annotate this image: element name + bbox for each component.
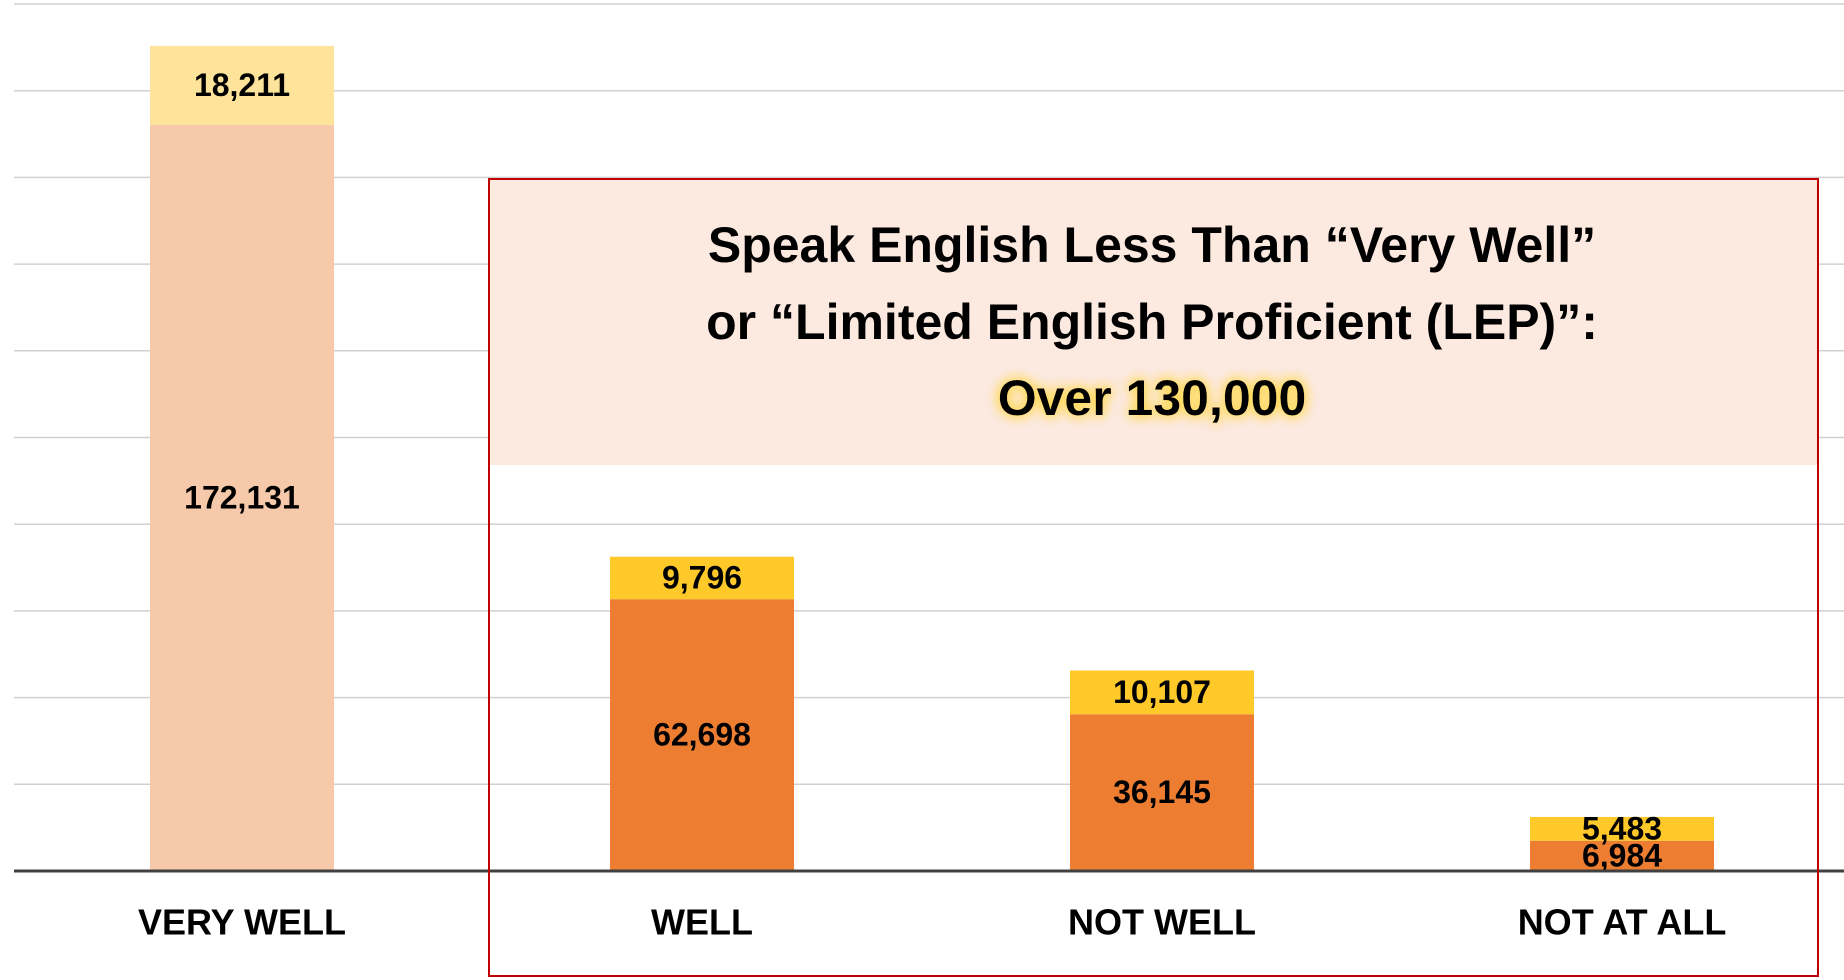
- bar-segment: [1070, 670, 1254, 715]
- data-label: 10,107: [1113, 674, 1211, 710]
- data-label: 62,698: [653, 717, 751, 753]
- bar-segment: [610, 556, 794, 600]
- data-label: 9,796: [662, 559, 742, 595]
- x-tick-label: VERY WELL: [138, 902, 346, 943]
- bar-segment: [1530, 816, 1714, 841]
- annotation-frame: [488, 178, 1819, 977]
- data-label: 18,211: [194, 67, 290, 103]
- bar-segment: [150, 45, 334, 125]
- data-label: 5,483: [1582, 810, 1662, 846]
- bar-segment: [150, 124, 334, 871]
- data-label: 6,984: [1582, 837, 1662, 873]
- x-tick-label: NOT WELL: [1068, 902, 1256, 943]
- data-label: 36,145: [1113, 774, 1211, 810]
- bar-segment: [1070, 714, 1254, 871]
- annotation-text: Over 130,000: [998, 370, 1307, 426]
- x-tick-label: WELL: [651, 902, 753, 943]
- annotation-text: Speak English Less Than “Very Well”: [708, 217, 1596, 273]
- data-label: 172,131: [184, 479, 300, 515]
- x-tick-label: NOT AT ALL: [1518, 902, 1727, 943]
- bar-segment: [610, 599, 794, 871]
- bar-segment: [1530, 840, 1714, 871]
- annotation-text: or “Limited English Proficient (LEP)”:: [706, 294, 1598, 350]
- annotation-fill: [489, 179, 1818, 465]
